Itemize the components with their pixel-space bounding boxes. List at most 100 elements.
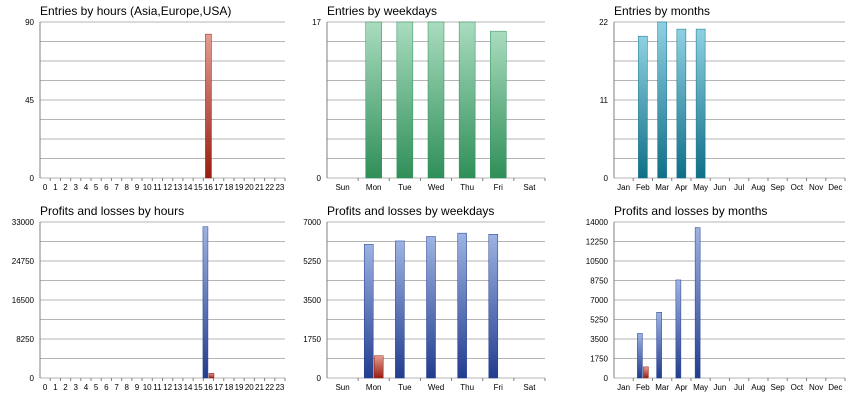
x-tick-label: 11	[153, 383, 162, 392]
x-tick-label: Sun	[335, 383, 349, 392]
x-tick-label: 12	[163, 183, 172, 192]
y-tick-label: 0	[317, 374, 322, 383]
bar	[202, 226, 209, 379]
x-tick-label: 0	[43, 383, 48, 392]
x-tick-label: Fri	[494, 183, 504, 192]
x-tick-label: 7	[114, 183, 119, 192]
x-tick-label: Wed	[428, 383, 444, 392]
y-tick-label: 7000	[303, 218, 321, 227]
x-tick-label: 20	[245, 383, 254, 392]
x-tick-label: 5	[94, 383, 99, 392]
chart-title: Profits and losses by hours	[40, 204, 185, 218]
x-tick-label: 23	[275, 383, 284, 392]
x-tick-label: Mar	[655, 383, 669, 392]
bar	[396, 21, 414, 179]
x-tick-label: May	[693, 183, 708, 192]
y-tick-label: 24750	[12, 257, 35, 266]
y-tick-label: 5250	[590, 316, 608, 325]
bar	[365, 21, 382, 179]
y-tick-label: 90	[25, 18, 34, 27]
chart-panel-entries-by-months: Entries by months	[614, 4, 844, 200]
x-tick-label: Dec	[828, 383, 842, 392]
bar	[488, 234, 499, 379]
bar	[373, 355, 384, 379]
x-tick-label: 2	[63, 383, 68, 392]
y-tick-label: 1750	[590, 355, 608, 364]
x-tick-label: Sat	[523, 183, 536, 192]
x-tick-label: Oct	[791, 183, 804, 192]
x-tick-label: Sun	[335, 183, 349, 192]
chart-title: Profits and losses by months	[614, 204, 768, 218]
x-tick-label: 19	[235, 183, 244, 192]
x-tick-label: 11	[153, 183, 162, 192]
x-tick-label: 16	[204, 383, 213, 392]
x-tick-label: 14	[184, 383, 193, 392]
x-tick-label: Tue	[398, 183, 412, 192]
bar	[695, 28, 706, 179]
y-tick-label: 0	[30, 374, 35, 383]
y-tick-label: 5250	[303, 257, 321, 266]
x-tick-label: 22	[265, 383, 274, 392]
x-tick-label: 4	[84, 383, 89, 392]
x-tick-label: Apr	[675, 383, 688, 392]
x-tick-label: 0	[43, 183, 48, 192]
x-tick-label: 23	[275, 183, 284, 192]
x-tick-label: Feb	[636, 183, 650, 192]
bar	[427, 21, 445, 179]
bar	[656, 312, 662, 379]
x-tick-label: Sat	[523, 383, 536, 392]
x-tick-label: 13	[173, 383, 182, 392]
bar	[643, 366, 649, 379]
x-tick-label: 3	[74, 383, 79, 392]
x-tick-label: 10	[143, 383, 152, 392]
x-tick-label: Tue	[398, 383, 412, 392]
bar	[457, 232, 467, 379]
chart-title: Entries by weekdays	[327, 4, 438, 18]
x-tick-label: 15	[194, 383, 203, 392]
y-tick-label: 3500	[590, 335, 608, 344]
x-tick-label: Thu	[460, 183, 474, 192]
y-tick-label: 7000	[590, 296, 608, 305]
chart-panel-profits-losses-by-months: Profits and losses by months	[614, 204, 844, 400]
x-tick-label: Fri	[494, 383, 504, 392]
x-tick-label: Wed	[428, 183, 444, 192]
y-tick-label: 0	[317, 174, 322, 183]
x-tick-label: 21	[255, 383, 264, 392]
x-tick-label: 3	[74, 183, 79, 192]
bar	[363, 244, 374, 379]
x-tick-label: Feb	[636, 383, 650, 392]
x-tick-label: Sep	[771, 383, 786, 392]
x-tick-label: 5	[94, 183, 99, 192]
bar	[208, 373, 215, 379]
x-tick-label: 7	[114, 383, 119, 392]
bar	[694, 227, 701, 379]
x-tick-label: 22	[265, 183, 274, 192]
bar	[426, 236, 436, 379]
y-tick-label: 0	[30, 174, 35, 183]
x-tick-label: Oct	[791, 383, 804, 392]
x-tick-label: 15	[194, 183, 203, 192]
x-tick-label: 18	[224, 383, 233, 392]
chart-panel-profits-losses-by-hours: Profits and losses by hours	[40, 204, 280, 400]
chart-title: Profits and losses by weekdays	[327, 204, 495, 218]
y-tick-label: 8750	[590, 277, 608, 286]
chart-title: Entries by months	[614, 4, 711, 18]
y-tick-label: 3500	[303, 296, 321, 305]
bar	[395, 240, 405, 379]
y-tick-label: 12250	[586, 238, 609, 247]
x-tick-label: Mon	[366, 183, 382, 192]
y-tick-label: 22	[599, 18, 608, 27]
x-tick-label: 12	[163, 383, 172, 392]
x-tick-label: Jul	[734, 383, 744, 392]
y-tick-label: 14000	[586, 218, 609, 227]
x-tick-label: 21	[255, 183, 264, 192]
bar	[490, 30, 507, 179]
x-tick-label: Mon	[366, 383, 382, 392]
x-tick-label: Aug	[751, 183, 765, 192]
chart-title: Entries by hours (Asia,Europe,USA)	[40, 4, 232, 18]
chart-panel-entries-by-weekdays: Entries by weekdays	[327, 4, 557, 200]
y-tick-label: 8250	[16, 335, 34, 344]
x-tick-label: Jul	[734, 183, 744, 192]
y-tick-label: 11	[600, 96, 609, 105]
